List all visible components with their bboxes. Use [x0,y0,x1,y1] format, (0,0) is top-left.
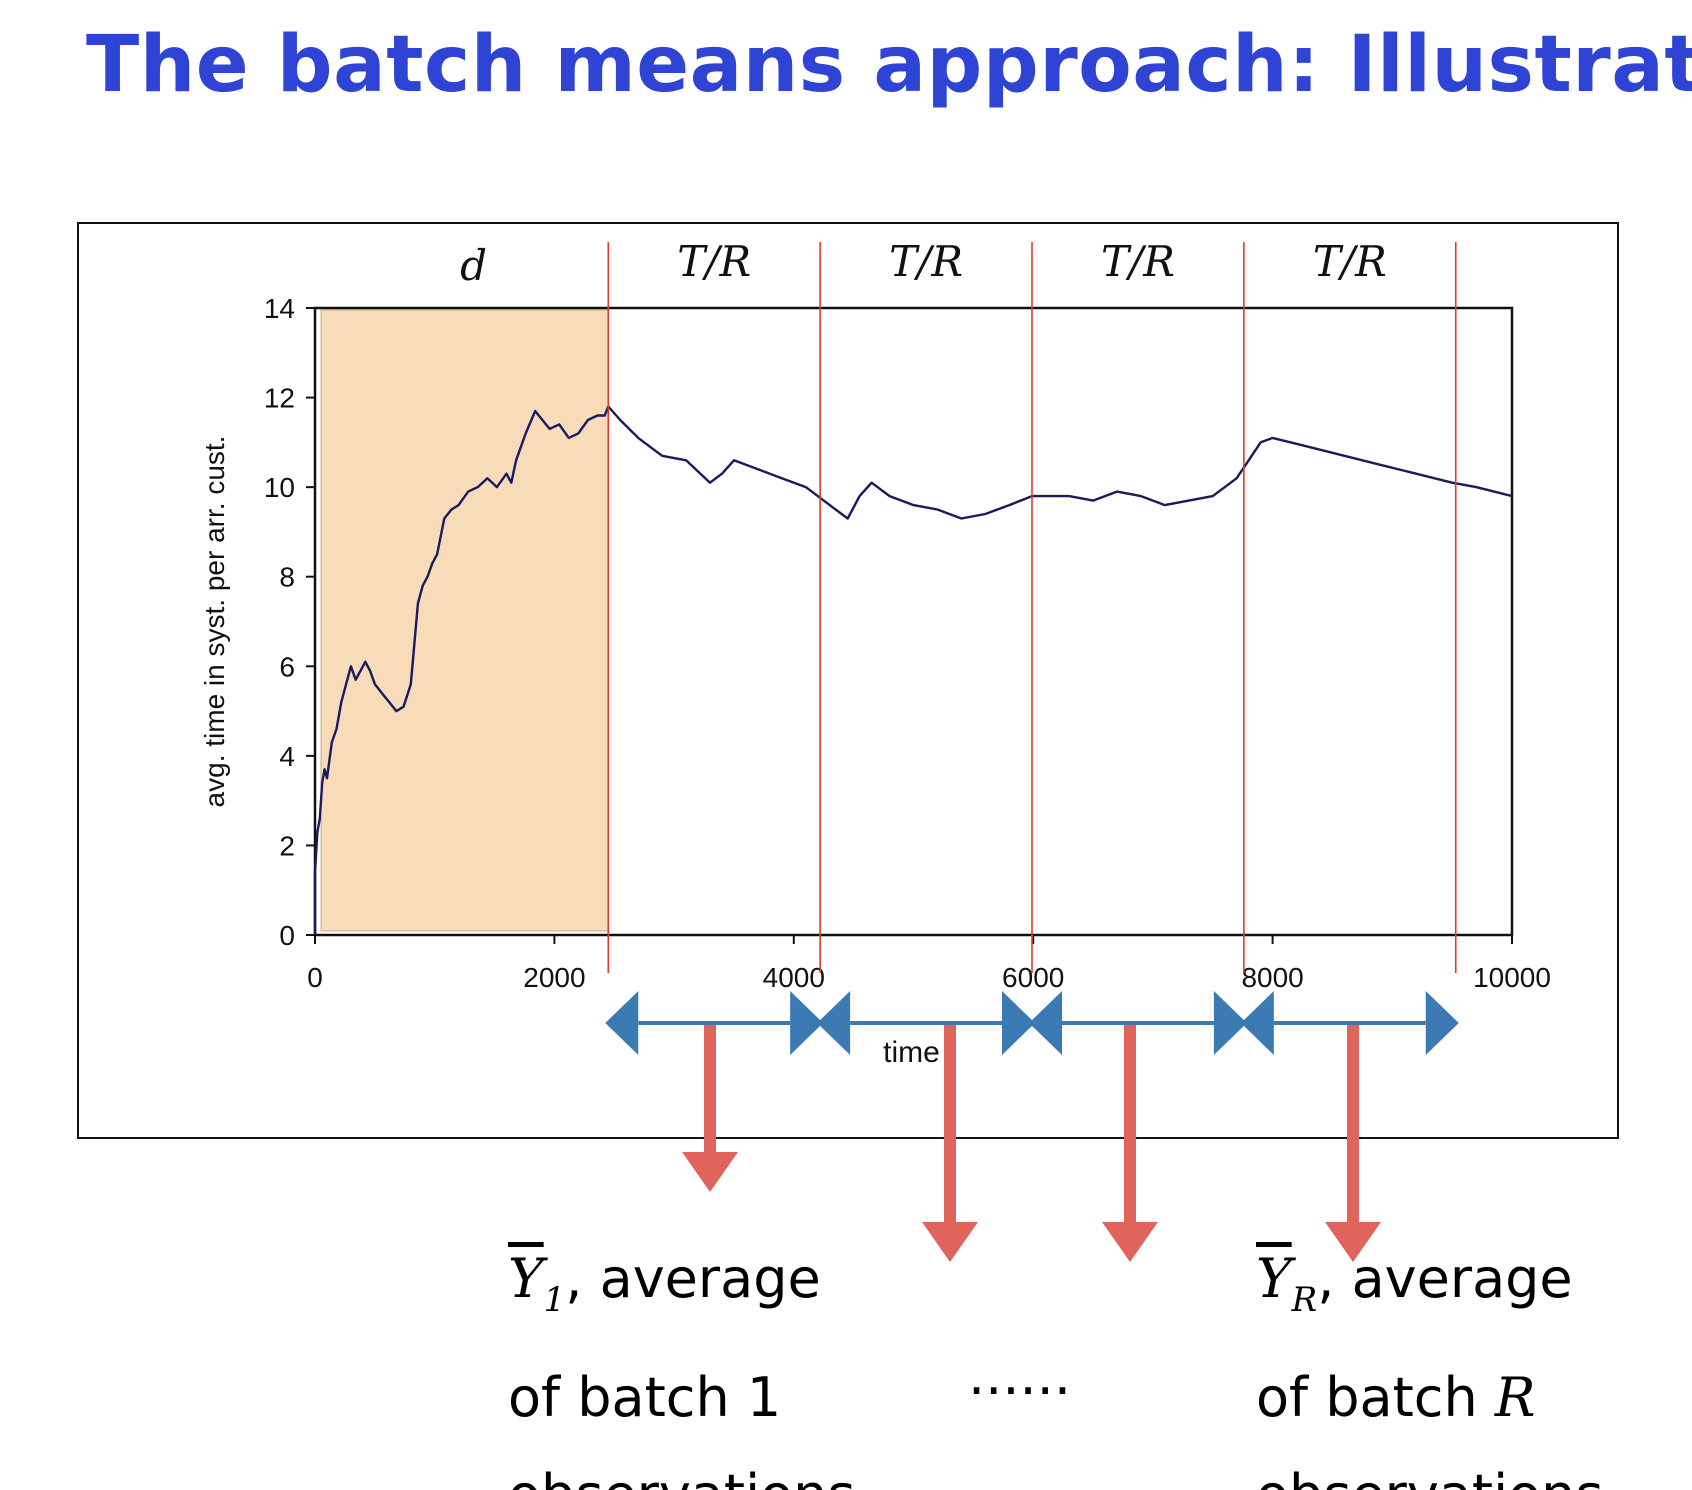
caption-batch-r-subscript: R [1291,1280,1318,1320]
batch-span-head-right [1002,991,1036,1055]
batch-average-shaft [944,1025,956,1226]
x-tick-label: 4000 [763,962,825,993]
batch-average-head [1325,1222,1381,1262]
batch-span-arrow [1029,991,1247,1055]
slide-title: The batch means approach: Illustration [86,20,1692,110]
x-tick-label: 6000 [1002,962,1064,993]
batch-average-shaft [1124,1025,1136,1226]
y-tick-label: 10 [264,472,295,503]
batch-span-head-left [1029,991,1063,1055]
y-tick-label: 12 [264,383,295,414]
batch-average-head [922,1222,978,1262]
caption-batch-1-line3: observations [508,1446,856,1490]
caption-batch-1: Y1, average of batch 1 observations [508,1230,856,1490]
series-line [313,405,1513,935]
batch-span-head-right [1425,991,1459,1055]
caption-batch-r-line2: of batch R [1256,1349,1604,1446]
batch-span-head-left [1240,991,1274,1055]
caption-batch-1-line1: Y1, average [508,1230,856,1349]
caption-batch-1-line2: of batch 1 [508,1349,856,1446]
batch-span-head-left [605,991,639,1055]
caption-batch-r-text: , average [1317,1247,1573,1310]
caption-batch-r-line1: YR, average [1256,1230,1604,1349]
caption-batch-1-symbol: Y [508,1247,544,1310]
caption-batch-1-subscript: 1 [543,1280,566,1320]
caption-ellipsis: ...... [968,1344,1071,1407]
x-tick-label: 10000 [1473,962,1551,993]
batch-span-head-right [1213,991,1247,1055]
y-tick-label: 2 [279,830,295,861]
caption-batch-r-prefix: of batch [1256,1366,1495,1429]
batch-average-head [1102,1222,1158,1262]
caption-batch-r-line3: observations [1256,1446,1604,1490]
batch-span-arrow [817,991,1036,1055]
caption-batch-r: YR, average of batch R observations [1256,1230,1604,1490]
warmup-region [320,309,609,932]
y-tick-label: 4 [279,741,295,772]
batch-average-shaft [704,1025,716,1156]
batch-average-arrow [1102,1025,1158,1262]
x-tick-label: 0 [307,962,323,993]
x-tick-label: 2000 [523,962,585,993]
y-tick-label: 0 [279,920,295,951]
batch-average-head [682,1152,738,1192]
batch-average-shaft [1347,1025,1359,1226]
batch-length-label: T/R [1101,237,1175,286]
x-axis-label: time [883,1036,940,1069]
y-tick-label: 8 [279,562,295,593]
batch-average-arrow [922,1025,978,1262]
caption-batch-r-symbol: Y [1256,1247,1292,1310]
batch-average-arrow [682,1025,738,1192]
caption-batch-1-value: 1 [746,1366,782,1429]
batch-length-label: T/R [1313,237,1387,286]
batch-length-label: T/R [889,237,963,286]
batch-length-label: T/R [677,237,751,286]
caption-batch-r-value: R [1494,1366,1536,1429]
caption-batch-1-prefix: of batch [508,1366,747,1429]
batch-span-arrow [605,991,824,1055]
batch-span-arrow [1240,991,1459,1055]
y-tick-label: 14 [264,293,295,324]
warmup-label: d [460,241,487,290]
batch-span-head-left [817,991,851,1055]
plot-frame [313,306,1514,937]
plot-area: 0 2 4 6 8 10 12 14 0 2000 4000 6000 8000 10000 avg. ti… [199,241,1551,1069]
y-axis-label: avg. time in syst. per arr. cust. [199,436,230,808]
batch-span-head-right [790,991,824,1055]
caption-batch-1-text: , average [565,1247,821,1310]
overlay-annotations: T/R T/R T/R T/R [605,237,1459,1262]
y-tick-label: 6 [279,651,295,682]
x-tick-label: 8000 [1241,962,1303,993]
batch-average-arrow [1325,1025,1381,1262]
